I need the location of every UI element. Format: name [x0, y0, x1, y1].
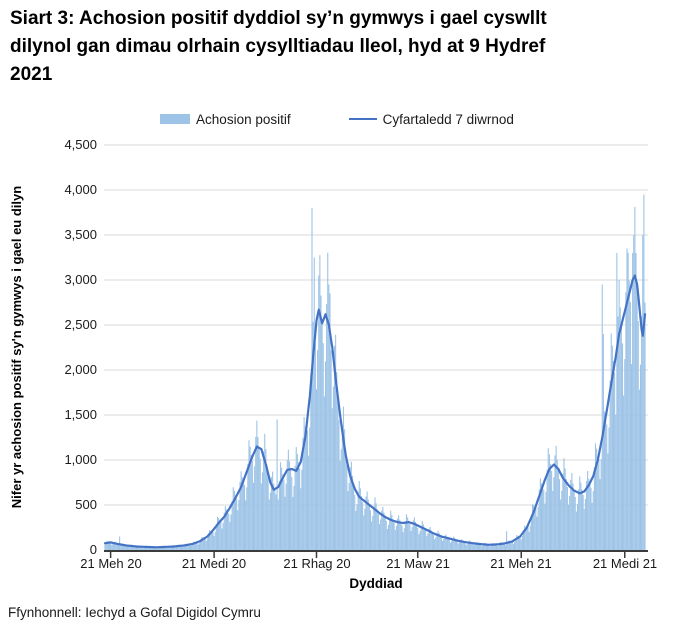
average-line [103, 274, 647, 549]
x-axis [104, 550, 648, 558]
chart-legend: Achosion positif Cyfartaledd 7 diwrnod [0, 109, 674, 129]
y-tick-label: 4,000 [64, 182, 97, 197]
legend-label-7day-average: Cyfartaledd 7 diwrnod [382, 111, 514, 127]
x-tick-label: 21 Meh 21 [490, 556, 552, 571]
y-tick-label: 500 [75, 497, 97, 512]
bar-swatch-icon [160, 114, 191, 124]
x-axis-title: Dyddiad [349, 576, 403, 591]
legend-item-7day-average: Cyfartaledd 7 diwrnod [348, 111, 514, 127]
y-tick-label: 3,500 [64, 227, 97, 242]
chart-title: Siart 3: Achosion positif dyddiol sy’n g… [10, 8, 547, 85]
y-tick-label: 1,000 [64, 452, 97, 467]
gridlines [104, 144, 648, 506]
legend-item-positive-cases: Achosion positif [160, 112, 291, 127]
source-attribution: Ffynhonnell: Iechyd a Gofal Digidol Cymr… [8, 605, 261, 620]
legend-label-positive-cases: Achosion positif [196, 111, 291, 127]
y-tick-label: 2,500 [64, 317, 97, 332]
bars-series [104, 194, 646, 551]
y-tick-label: 3,000 [64, 272, 97, 287]
x-tick-label: 21 Medi 20 [181, 556, 247, 571]
y-tick-label: 0 [89, 542, 97, 557]
x-tick-label: 21 Medi 21 [592, 556, 658, 571]
line-swatch-icon [348, 118, 377, 120]
x-tick-label: 21 Rhag 20 [283, 556, 351, 571]
y-tick-label: 2,000 [64, 362, 97, 377]
x-tick-label: 21 Meh 20 [80, 556, 142, 571]
y-tick-label: 4,500 [64, 137, 97, 152]
x-tick-label: 21 Maw 21 [386, 556, 450, 571]
y-tick-label: 1,500 [64, 407, 97, 422]
